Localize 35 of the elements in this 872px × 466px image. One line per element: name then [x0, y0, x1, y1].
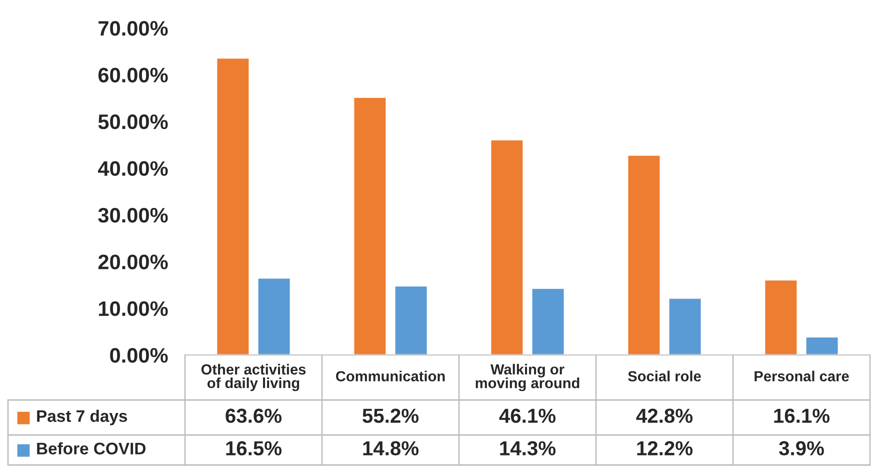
- x-tick-label: Walking or moving around: [476, 364, 580, 392]
- x-tick-label: Communication: [336, 370, 445, 382]
- y-tick-label: 50.00%: [98, 114, 168, 130]
- data-label: 55.2%: [362, 408, 419, 423]
- bar: [256, 277, 292, 355]
- bar: [352, 96, 388, 355]
- x-tick-label: Personal care: [754, 370, 849, 382]
- data-label: 14.3%: [500, 441, 556, 456]
- legend-label: Before COVID: [37, 442, 146, 454]
- y-tick-label: 30.00%: [98, 208, 168, 223]
- bar: [764, 279, 798, 355]
- bar: [530, 288, 566, 355]
- x-tick-label: Other activities of daily living: [201, 364, 306, 392]
- data-label: 42.8%: [636, 408, 693, 423]
- data-label: 63.6%: [226, 408, 282, 423]
- data-label: 3.9%: [779, 441, 824, 456]
- y-tick-label: 0.00%: [110, 348, 168, 363]
- y-tick-label: 20.00%: [98, 254, 168, 270]
- bar: [216, 57, 250, 355]
- legend-label: Past 7 days: [37, 410, 128, 426]
- x-tick-label: Social role: [628, 370, 701, 382]
- y-tick-label: 40.00%: [98, 161, 168, 176]
- y-tick-label: 10.00%: [98, 301, 168, 316]
- data-label: 14.8%: [363, 441, 419, 456]
- bar: [490, 138, 524, 355]
- data-label: 16.5%: [226, 441, 282, 456]
- y-tick-label: 60.00%: [98, 68, 168, 82]
- bar: [394, 285, 428, 355]
- bar: [804, 336, 840, 355]
- data-label: 16.1%: [774, 408, 830, 423]
- data-label: 46.1%: [499, 408, 556, 423]
- y-tick-label: 70.00%: [98, 21, 168, 36]
- data-label: 12.2%: [637, 441, 693, 456]
- bar: [668, 297, 702, 355]
- bar: [626, 154, 662, 355]
